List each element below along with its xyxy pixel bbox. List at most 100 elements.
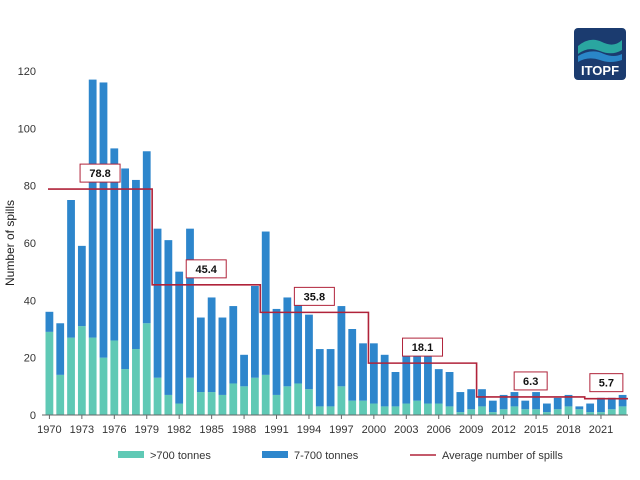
- bar-over-700-tonnes: [618, 406, 627, 415]
- bar-over-700-tonnes: [326, 406, 335, 415]
- bar-7-700-tonnes: [586, 403, 595, 413]
- bar-over-700-tonnes: [607, 409, 616, 415]
- bar-7-700-tonnes: [488, 400, 497, 413]
- bar-7-700-tonnes: [521, 400, 530, 410]
- bar-7-700-tonnes: [348, 329, 357, 401]
- bar-over-700-tonnes: [294, 383, 303, 415]
- bar-7-700-tonnes: [380, 354, 389, 407]
- bar-over-700-tonnes: [337, 386, 346, 415]
- bar-7-700-tonnes: [337, 306, 346, 387]
- average-label-text: 45.4: [196, 264, 218, 276]
- average-line-group: [48, 188, 628, 400]
- bar-7-700-tonnes: [305, 314, 313, 390]
- legend-label: >700 tonnes: [150, 450, 211, 462]
- bar-7-700-tonnes: [499, 394, 508, 410]
- x-tick-label: 1991: [264, 424, 288, 436]
- bar-over-700-tonnes: [99, 357, 108, 415]
- bar-7-700-tonnes: [369, 343, 378, 404]
- bar-over-700-tonnes: [67, 337, 75, 415]
- bar-over-700-tonnes: [283, 386, 292, 415]
- bar-7-700-tonnes: [315, 349, 324, 407]
- average-label: 78.8: [79, 163, 121, 183]
- x-tick-label: 1973: [70, 424, 94, 436]
- y-tick-label: 80: [24, 181, 36, 193]
- x-tick-label: 1994: [297, 424, 321, 436]
- bar-7-700-tonnes: [424, 343, 432, 404]
- y-tick-label: 60: [24, 238, 36, 250]
- average-label-box: [293, 286, 335, 306]
- bar-over-700-tonnes: [597, 412, 605, 415]
- bar-over-700-tonnes: [369, 403, 378, 415]
- logo-text: ITOPF: [581, 63, 619, 78]
- x-tick-label: 1988: [232, 424, 256, 436]
- bar-over-700-tonnes: [380, 406, 389, 415]
- bar-7-700-tonnes: [186, 228, 194, 378]
- x-tick-label: 2003: [394, 424, 418, 436]
- y-axis-ticks: 0 20 40 60 80 100 120: [18, 66, 36, 422]
- bar-over-700-tonnes: [261, 374, 270, 415]
- legend-swatch: [118, 451, 144, 458]
- average-label-text: 78.8: [89, 168, 110, 180]
- bar-7-700-tonnes: [175, 271, 184, 404]
- average-label: 45.4: [185, 259, 227, 279]
- bar-7-700-tonnes: [618, 394, 627, 407]
- bar-over-700-tonnes: [467, 409, 476, 415]
- average-label-box: [185, 259, 227, 279]
- bar-7-700-tonnes: [607, 397, 616, 410]
- legend-label: Average number of spills: [442, 450, 563, 462]
- bar-over-700-tonnes: [315, 406, 324, 415]
- x-tick-label: 1970: [37, 424, 61, 436]
- bar-7-700-tonnes: [121, 168, 130, 370]
- bar-7-700-tonnes: [240, 354, 248, 387]
- bar-over-700-tonnes: [175, 403, 184, 415]
- average-label: 6.3: [513, 371, 548, 391]
- bar-7-700-tonnes: [207, 297, 216, 393]
- bar-7-700-tonnes: [218, 317, 227, 395]
- x-tick-label: 1997: [329, 424, 353, 436]
- bar-7-700-tonnes: [142, 151, 151, 324]
- bar-7-700-tonnes: [132, 179, 140, 350]
- legend: >700 tonnes 7-700 tonnes Average number of…: [118, 450, 563, 462]
- legend-item: Average number of spills: [410, 450, 563, 462]
- bar-over-700-tonnes: [272, 394, 281, 415]
- average-label-box: [79, 163, 121, 183]
- bar-over-700-tonnes: [305, 389, 313, 415]
- x-axis-ticks: 1970 1973 1976 1979 1982 1985 1988 1991 1994 1997…: [37, 415, 613, 436]
- x-tick-label: 1982: [167, 424, 191, 436]
- bar-7-700-tonnes: [250, 286, 259, 378]
- bar-7-700-tonnes: [294, 294, 303, 384]
- bar-over-700-tonnes: [110, 340, 119, 415]
- bar-over-700-tonnes: [521, 409, 530, 415]
- bar-over-700-tonnes: [77, 326, 86, 415]
- bar-over-700-tonnes: [445, 406, 454, 415]
- bar-7-700-tonnes: [413, 343, 422, 401]
- bar-over-700-tonnes: [164, 394, 173, 415]
- bar-7-700-tonnes: [99, 82, 108, 358]
- average-label-box: [402, 337, 444, 357]
- bar-over-700-tonnes: [532, 409, 540, 415]
- bar-7-700-tonnes: [326, 349, 335, 407]
- bar-over-700-tonnes: [240, 386, 248, 415]
- average-label-text: 6.3: [523, 376, 538, 388]
- bar-7-700-tonnes: [597, 397, 605, 413]
- bar-over-700-tonnes: [553, 409, 562, 415]
- average-label-box: [589, 373, 624, 393]
- bar-over-700-tonnes: [478, 406, 486, 415]
- bar-7-700-tonnes: [402, 349, 411, 404]
- bar-over-700-tonnes: [542, 412, 551, 415]
- bar-over-700-tonnes: [207, 392, 216, 415]
- x-tick-label: 2015: [524, 424, 548, 436]
- bar-over-700-tonnes: [564, 406, 573, 415]
- average-labels: 78.8 45.4 35.8 18.1 6.3 5.7: [79, 163, 624, 393]
- y-tick-label: 0: [30, 410, 36, 422]
- legend-item: >700 tonnes: [118, 450, 211, 462]
- bar-over-700-tonnes: [229, 383, 238, 415]
- bar-7-700-tonnes: [261, 231, 270, 375]
- legend-item: 7-700 tonnes: [262, 450, 359, 462]
- bar-over-700-tonnes: [218, 394, 227, 415]
- average-label: 5.7: [589, 373, 624, 393]
- bar-over-700-tonnes: [510, 406, 519, 415]
- bar-over-700-tonnes: [413, 400, 422, 415]
- bar-7-700-tonnes: [196, 317, 205, 393]
- bar-over-700-tonnes: [456, 412, 465, 415]
